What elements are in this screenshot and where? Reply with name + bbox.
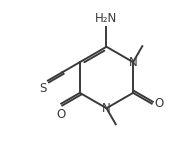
Text: N: N: [102, 102, 111, 115]
Text: O: O: [155, 97, 164, 110]
Text: N: N: [129, 56, 137, 69]
Text: S: S: [39, 82, 46, 95]
Text: O: O: [57, 108, 66, 121]
Text: H₂N: H₂N: [95, 12, 118, 25]
